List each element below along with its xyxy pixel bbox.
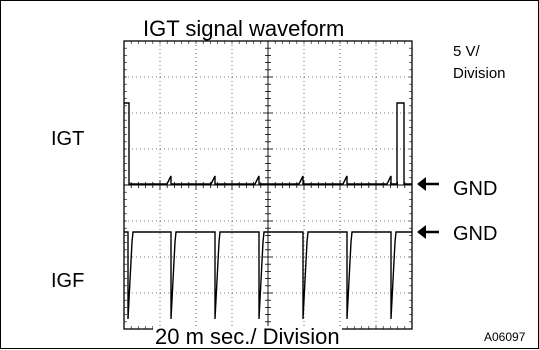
time-scale-label: 20 m sec./ Division (153, 324, 342, 349)
graticule-axes (123, 40, 413, 330)
igt-trace (124, 102, 412, 185)
igf-ground-label: GND (453, 223, 498, 245)
vertical-scale-line-1: 5 V/ (453, 43, 480, 60)
igt-ground-label: GND (453, 178, 498, 200)
vertical-scale-line-2: Division (453, 65, 506, 82)
left-arrow-icon (417, 177, 439, 191)
igf-channel-label: IGF (51, 270, 85, 292)
igf-trace (124, 231, 412, 320)
left-arrow-icon (417, 225, 439, 239)
figure-title: IGT signal waveform (141, 16, 347, 41)
figure-code: A06097 (484, 330, 526, 344)
igt-channel-label: IGT (51, 128, 85, 150)
